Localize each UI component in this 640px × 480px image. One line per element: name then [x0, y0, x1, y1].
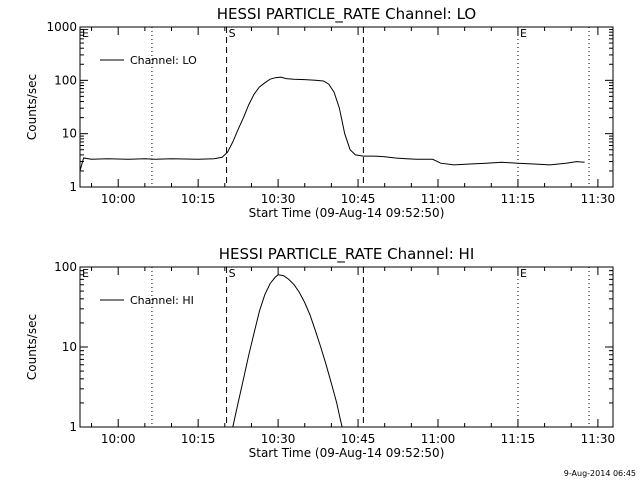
- event-marker-label: S: [229, 267, 236, 280]
- chart-title: HESSI PARTICLE_RATE Channel: LO: [217, 5, 476, 24]
- y-tick-label: 100: [54, 73, 77, 87]
- x-tick-label: 10:45: [341, 192, 376, 206]
- event-marker-label: E: [520, 27, 527, 40]
- x-tick-label: 10:15: [181, 192, 216, 206]
- x-tick-label: 11:30: [581, 432, 616, 446]
- y-axis-label: Counts/sec: [25, 314, 39, 380]
- x-tick-label: 10:00: [101, 432, 136, 446]
- x-tick-label: 11:30: [581, 192, 616, 206]
- event-marker-label: S: [229, 27, 236, 40]
- x-axis-label: Start Time (09-Aug-14 09:52:50): [249, 446, 445, 460]
- x-tick-label: 10:15: [181, 432, 216, 446]
- y-tick-label: 10: [62, 340, 77, 354]
- x-tick-label: 10:30: [261, 432, 296, 446]
- legend-label: Channel: HI: [130, 294, 194, 307]
- x-axis-label: Start Time (09-Aug-14 09:52:50): [249, 206, 445, 220]
- series-line: [232, 274, 343, 428]
- x-tick-label: 10:30: [261, 192, 296, 206]
- x-tick-label: 10:00: [101, 192, 136, 206]
- date-stamp: 9-Aug-2014 06:45: [564, 469, 636, 478]
- y-tick-label: 10: [62, 127, 77, 141]
- event-marker-label: E: [520, 267, 527, 280]
- legend-label: Channel: LO: [130, 54, 197, 67]
- y-tick-label: 1: [69, 180, 77, 194]
- y-tick-label: 1: [69, 420, 77, 434]
- x-tick-label: 11:15: [501, 192, 536, 206]
- chart-title: HESSI PARTICLE_RATE Channel: HI: [219, 245, 475, 264]
- hi-channel-panel: HESSI PARTICLE_RATE Channel: HI 1 10 100 10:…: [25, 245, 615, 460]
- y-axis-label: Counts/sec: [25, 74, 39, 140]
- lo-channel-panel: HESSI PARTICLE_RATE Channel: LO 1 10 100 100…: [25, 5, 615, 220]
- event-marker-label: E: [82, 27, 89, 40]
- x-tick-label: 11:15: [501, 432, 536, 446]
- series-line: [79, 76, 585, 172]
- x-tick-label: 11:00: [421, 192, 456, 206]
- y-tick-label: 100: [54, 260, 77, 274]
- x-tick-label: 11:00: [421, 432, 456, 446]
- event-marker-label: E: [82, 267, 89, 280]
- x-tick-label: 10:45: [341, 432, 376, 446]
- y-tick-label: 1000: [46, 20, 77, 34]
